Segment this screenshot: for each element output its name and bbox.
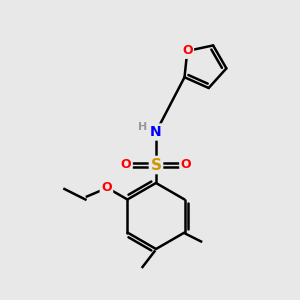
Text: S: S xyxy=(151,158,161,172)
Text: O: O xyxy=(181,158,191,172)
Text: O: O xyxy=(182,44,193,57)
Text: N: N xyxy=(150,125,162,139)
Text: O: O xyxy=(101,181,112,194)
Text: O: O xyxy=(121,158,131,172)
Text: H: H xyxy=(138,122,147,133)
